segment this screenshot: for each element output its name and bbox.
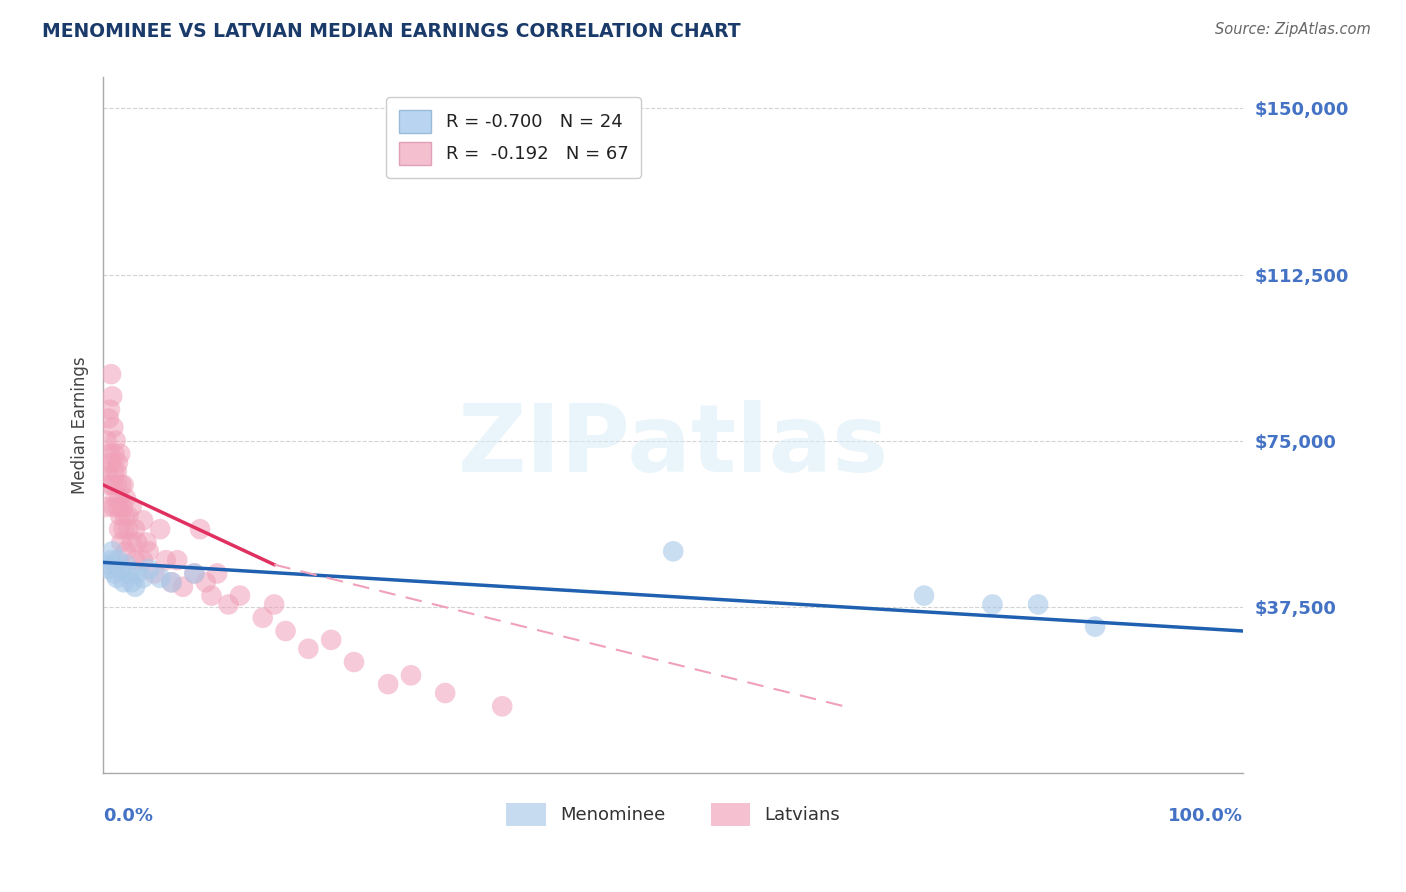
Point [321,632,343,647]
Point [108,522,131,536]
Point [100,367,122,381]
Point [1084,619,1107,633]
Point [662,544,685,558]
Point [117,522,139,536]
Point [160,575,183,590]
Point [188,522,211,536]
Point [98,447,121,461]
Point [263,598,285,612]
Point [103,566,125,581]
Point [343,655,366,669]
Text: 100.0%: 100.0% [1168,807,1243,825]
Point [110,535,132,549]
Text: MENOMINEE VS LATVIAN MEDIAN EARNINGS CORRELATION CHART: MENOMINEE VS LATVIAN MEDIAN EARNINGS COR… [42,22,741,41]
Point [115,491,138,505]
Point [105,465,128,479]
Point [200,589,222,603]
Point [172,580,194,594]
Point [218,598,240,612]
Point [112,575,135,590]
Point [127,566,149,581]
Point [112,478,135,492]
Point [96,558,118,572]
Point [183,566,205,581]
Point [105,478,128,492]
Point [434,686,457,700]
Point [166,553,188,567]
Point [115,544,138,558]
Point [96,434,118,448]
Y-axis label: Median Earnings: Median Earnings [72,356,89,494]
Point [124,522,146,536]
Point [97,478,120,492]
Point [115,558,138,572]
Point [491,699,513,714]
Point [104,434,127,448]
Point [138,562,160,576]
Point [97,562,120,576]
Point [107,456,129,470]
Point [132,513,155,527]
Point [105,571,128,585]
Point [121,500,143,514]
Point [100,456,122,470]
Point [149,522,172,536]
Point [229,589,252,603]
Point [101,544,124,558]
Point [124,580,146,594]
Point [94,500,117,514]
Point [377,677,399,691]
Point [110,508,132,523]
Point [135,535,157,549]
Point [127,535,149,549]
Point [297,641,319,656]
Text: Source: ZipAtlas.com: Source: ZipAtlas.com [1215,22,1371,37]
Point [912,589,935,603]
Point [108,491,131,505]
Point [103,500,125,514]
Point [149,571,172,585]
Point [114,508,136,523]
Point [138,544,160,558]
Point [143,566,166,581]
Point [132,571,155,585]
Point [112,522,135,536]
Point [252,611,274,625]
Point [103,420,125,434]
Point [183,566,205,581]
Point [1026,598,1049,612]
Point [103,465,125,479]
Point [98,402,121,417]
Point [160,575,183,590]
Point [104,491,127,505]
Point [97,465,120,479]
Point [103,447,125,461]
Point [121,535,143,549]
Point [107,500,129,514]
Legend: Menominee, Latvians: Menominee, Latvians [499,796,848,833]
Point [100,553,122,567]
Point [110,562,132,576]
Point [107,553,129,567]
Point [132,553,155,567]
Point [155,553,177,567]
Point [124,553,146,567]
Point [121,575,143,590]
Point [111,500,134,514]
Text: ZIPatlas: ZIPatlas [457,400,889,492]
Point [101,478,124,492]
Point [110,447,132,461]
Point [101,389,124,403]
Point [117,508,139,523]
Point [399,668,422,682]
Point [117,566,139,581]
Point [110,478,132,492]
Text: 0.0%: 0.0% [103,807,153,825]
Point [205,566,228,581]
Point [194,575,217,590]
Point [274,624,297,638]
Point [97,411,120,425]
Point [981,598,1004,612]
